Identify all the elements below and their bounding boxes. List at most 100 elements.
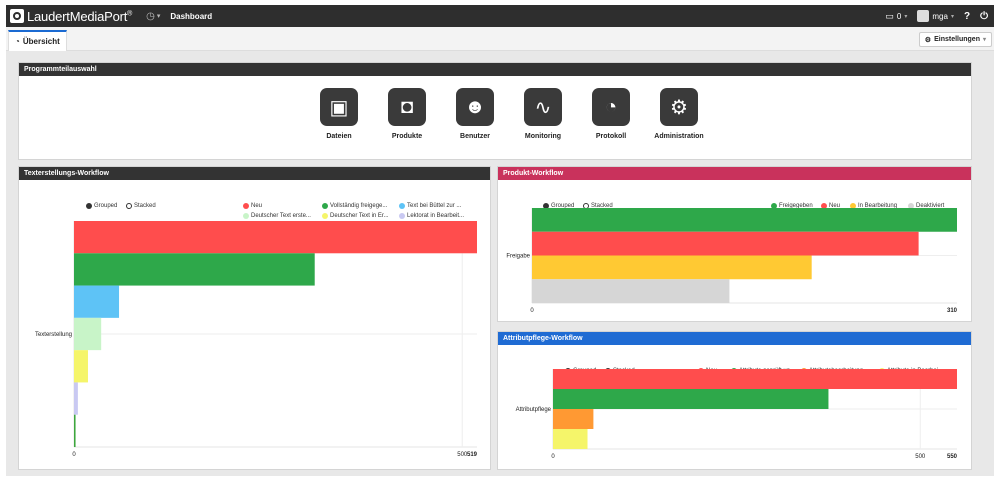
chevron-down-icon: ▾ (156, 13, 161, 20)
tile-benutzer[interactable]: ☻ Benutzer (441, 88, 509, 140)
legend-label: Stacked (134, 203, 156, 209)
chevron-down-icon: ▾ (904, 13, 908, 20)
tile-monitoring[interactable]: ∿ Monitoring (509, 88, 577, 140)
legend-marker-icon (543, 203, 549, 209)
legend-marker-icon (243, 213, 249, 219)
legend-marker-icon (771, 203, 777, 209)
panel-title: Produkt-Workflow (498, 167, 971, 180)
tick-label: 0 (72, 452, 76, 458)
bar (532, 231, 919, 256)
tile-dateien[interactable]: ▣ Dateien (305, 88, 373, 140)
power-icon[interactable]: ⏻ (980, 10, 988, 22)
bar (74, 285, 120, 318)
stacked-radio[interactable]: Stacked (126, 203, 156, 209)
category-label: Attributpflege (516, 407, 552, 413)
gear-icon: ⚙ (924, 36, 932, 44)
tick-label: 0 (551, 454, 555, 460)
bar (74, 350, 88, 383)
inbox-count: 0 (896, 11, 902, 21)
bar (553, 409, 594, 429)
app-logo[interactable]: LaudertMediaPort® (10, 9, 132, 24)
history-menu[interactable]: ◷ ▾ (146, 11, 160, 22)
logo-icon (10, 9, 24, 23)
tab-bar: ◔ Übersicht ⚙ Einstellungen ▾ (6, 27, 994, 51)
attribute-workflow-panel: Attributpflege-Workflow GroupedStackedNe… (497, 331, 972, 470)
legend-item[interactable]: Deutscher Text erste... (243, 213, 311, 219)
breadcrumb[interactable]: Dashboard (170, 11, 213, 21)
text-workflow-panel: Texterstellungs-Workflow Grouped Stacked N… (18, 166, 491, 470)
legend-item[interactable]: Text bei Büttel zur ... (399, 203, 461, 209)
images-icon: ▣ (320, 88, 358, 126)
legend-marker-icon (86, 203, 92, 209)
dashboard-content: Programmteilauswahl ▣ Dateien ◘ Produkte ☻ Be… (6, 51, 994, 476)
tick-label: 500 (915, 454, 926, 460)
chevron-down-icon: ▾ (950, 13, 954, 20)
help-icon[interactable]: ? (963, 10, 971, 22)
legend-item[interactable]: Freigegeben (771, 203, 813, 209)
panel-title: Texterstellungs-Workflow (19, 167, 490, 180)
legend-item[interactable]: Vollständig freigege... (322, 203, 387, 209)
legend-label: Vollständig freigege... (330, 203, 388, 209)
top-navbar: LaudertMediaPort® ◷ ▾ Dashboard ▭ 0 ▾ mg… (6, 5, 994, 27)
legend-label: Neu (251, 203, 263, 209)
user-menu[interactable]: mga ▾ (917, 10, 954, 22)
bar (532, 208, 957, 232)
legend-item[interactable]: In Bearbeitung (850, 203, 897, 209)
inbox-menu[interactable]: ▭ 0 ▾ (885, 11, 907, 22)
pulse-icon: ∿ (524, 88, 562, 126)
legend-label: Deutscher Text in Er... (330, 213, 389, 219)
legend-marker-icon (243, 203, 249, 209)
tile-label: Benutzer (460, 133, 490, 140)
attribute-workflow-chart: Attributpflege 0 500 550 (516, 369, 958, 460)
legend-label: Stacked (591, 203, 613, 209)
tile-label: Administration (654, 133, 704, 140)
legend-item[interactable]: Lektorat in Bearbeit... (399, 213, 464, 219)
legend-marker-icon (126, 203, 132, 209)
settings-label: Einstellungen (934, 36, 980, 43)
tick-label: 310 (947, 308, 958, 314)
bar (74, 382, 78, 415)
tab-overview[interactable]: ◔ Übersicht (8, 30, 67, 51)
legend-label: Text bei Büttel zur ... (407, 203, 462, 209)
legend-item[interactable]: Neu (243, 203, 262, 209)
bar (553, 389, 829, 409)
settings-button[interactable]: ⚙ Einstellungen ▾ (918, 32, 992, 47)
category-label: Freigabe (506, 254, 530, 260)
product-workflow-chart: Freigabe 0 310 (506, 208, 958, 314)
avatar (917, 10, 930, 22)
bar (532, 279, 730, 303)
text-workflow-chart: Texterstellung 0 500 519 (35, 221, 478, 458)
tile-protokoll[interactable]: ◔ Protokoll (577, 88, 645, 140)
program-tiles: ▣ Dateien ◘ Produkte ☻ Benutzer ∿ Monitoring ◔ Pr… (305, 88, 713, 140)
grouped-radio[interactable]: Grouped (543, 203, 574, 209)
tick-label: 519 (467, 452, 478, 458)
bar (74, 253, 315, 286)
program-panel: Programmteilauswahl ▣ Dateien ◘ Produkte ☻ Be… (18, 62, 972, 160)
users-icon: ☻ (456, 88, 494, 126)
legend-label: Grouped (94, 203, 118, 209)
legend-item[interactable]: Neu (821, 203, 840, 209)
history-icon: ◔ (592, 88, 630, 126)
tick-label: 0 (530, 308, 534, 314)
panel-title: Attributpflege-Workflow (498, 332, 971, 345)
legend-marker-icon (908, 203, 914, 209)
gears-icon: ⚙ (660, 88, 698, 126)
legend-item[interactable]: Deaktiviert (908, 203, 944, 209)
category-label: Texterstellung (35, 332, 72, 338)
legend-label: Grouped (551, 203, 575, 209)
legend-marker-icon (322, 213, 328, 219)
product-workflow-panel: Produkt-Workflow Grouped Stacked Freigegeb… (497, 166, 972, 322)
grouped-radio[interactable]: Grouped (86, 203, 117, 209)
bar (74, 317, 102, 351)
inbox-icon: ▭ (885, 10, 894, 21)
legend-marker-icon (399, 203, 405, 209)
bar (532, 255, 812, 280)
user-name: mga (932, 11, 948, 21)
tile-produkte[interactable]: ◘ Produkte (373, 88, 441, 140)
tile-administration[interactable]: ⚙ Administration (645, 88, 713, 140)
bar (553, 369, 957, 389)
bar (553, 429, 588, 449)
tile-label: Produkte (391, 133, 423, 140)
logo-text: LaudertMediaPort® (27, 8, 133, 24)
legend-item[interactable]: Deutscher Text in Er... (322, 213, 389, 219)
